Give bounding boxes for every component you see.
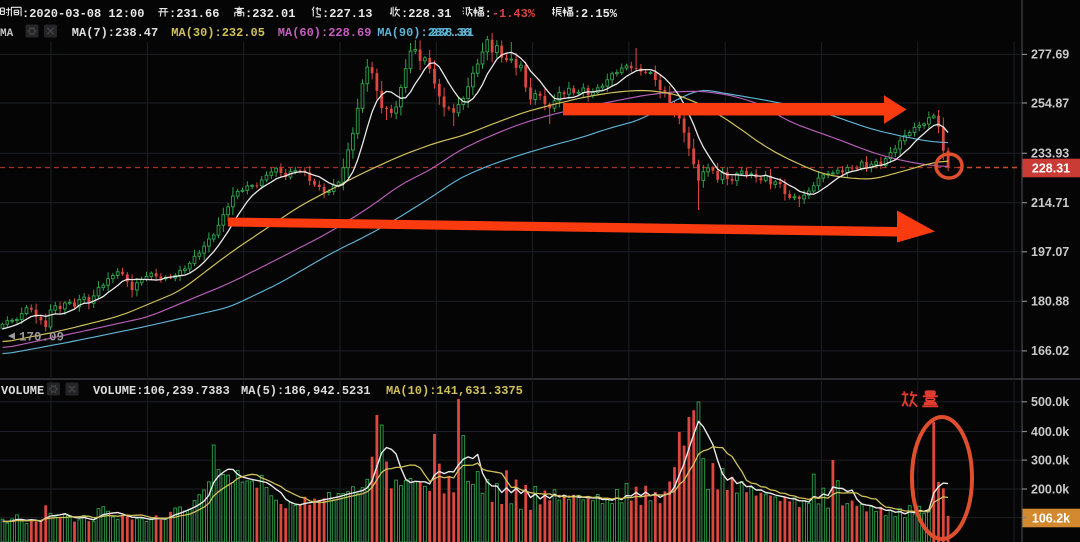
svg-text:500.0k: 500.0k xyxy=(1031,395,1069,409)
svg-text:MA: MA xyxy=(0,28,14,40)
svg-text:170.09: 170.09 xyxy=(19,331,64,345)
svg-text::2.15%: :2.15% xyxy=(574,7,618,21)
svg-text:400.0k: 400.0k xyxy=(1031,425,1069,439)
svg-text:-1.43%: -1.43% xyxy=(492,7,536,21)
svg-text:VOLUME: VOLUME xyxy=(1,384,44,398)
svg-text:MA(7):238.47: MA(7):238.47 xyxy=(72,26,158,40)
svg-text::231.66: :231.66 xyxy=(169,7,219,21)
svg-text:228.31: 228.31 xyxy=(1032,162,1070,176)
svg-text:200.0k: 200.0k xyxy=(1031,482,1069,496)
svg-text:197.07: 197.07 xyxy=(1031,245,1069,259)
svg-text:287.36: 287.36 xyxy=(428,26,471,40)
svg-text:166.02: 166.02 xyxy=(1031,344,1069,358)
svg-text:277.69: 277.69 xyxy=(1031,48,1069,62)
svg-text:214.71: 214.71 xyxy=(1031,196,1069,210)
svg-text:VOLUME:106,239.7383: VOLUME:106,239.7383 xyxy=(93,384,230,398)
svg-text:254.87: 254.87 xyxy=(1031,96,1069,110)
svg-text:238.31: 238.31 xyxy=(431,26,474,40)
svg-text::228.31: :228.31 xyxy=(401,7,451,21)
svg-text::227.13: :227.13 xyxy=(322,7,372,21)
svg-text::: : xyxy=(485,7,492,21)
svg-text::232.01: :232.01 xyxy=(245,7,295,21)
svg-text:300.0k: 300.0k xyxy=(1031,453,1069,467)
svg-text:MA(60):228.69: MA(60):228.69 xyxy=(278,26,372,40)
svg-text:180.88: 180.88 xyxy=(1031,295,1069,309)
svg-text:MA(10):141,631.3375: MA(10):141,631.3375 xyxy=(386,384,523,398)
svg-text:106.2k: 106.2k xyxy=(1032,512,1070,526)
svg-text:MA(30):232.05: MA(30):232.05 xyxy=(171,26,265,40)
svg-text:233.93: 233.93 xyxy=(1031,147,1069,161)
svg-text::2020-03-08 12:00: :2020-03-08 12:00 xyxy=(22,7,144,21)
svg-text:MA(5):186,942.5231: MA(5):186,942.5231 xyxy=(241,384,371,398)
svg-text:MA(90):: MA(90): xyxy=(377,26,427,40)
